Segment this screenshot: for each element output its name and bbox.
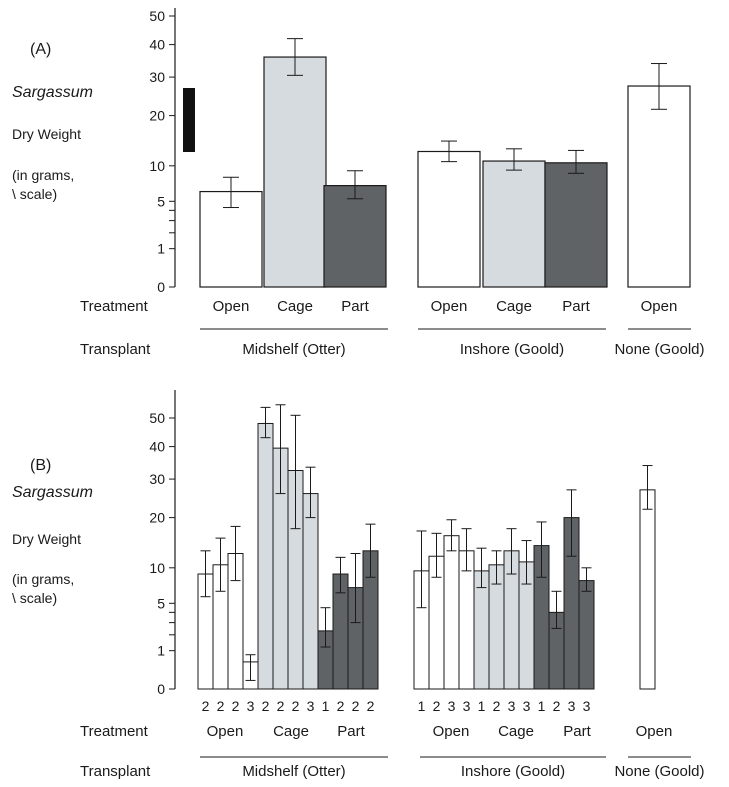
sample-size-label: 3 bbox=[523, 698, 531, 714]
y-tick-label: 20 bbox=[149, 510, 165, 526]
treatment-label: Part bbox=[563, 723, 591, 740]
y-axis-label-line: (in grams, bbox=[12, 167, 74, 183]
bar bbox=[473, 570, 490, 690]
sample-size-label: 2 bbox=[202, 698, 210, 714]
transplant-group-label: None (Goold) bbox=[614, 763, 704, 780]
transplant-group-label: Inshore (Goold) bbox=[461, 763, 565, 780]
treatment-label: Open bbox=[641, 298, 678, 315]
sample-size-label: 1 bbox=[538, 698, 546, 714]
transplant-group-label: Midshelf (Otter) bbox=[242, 341, 345, 358]
y-tick-label: 5 bbox=[157, 193, 165, 209]
sample-size-label: 2 bbox=[352, 698, 360, 714]
y-tick-label: 30 bbox=[149, 471, 165, 487]
sample-size-label: 3 bbox=[508, 698, 516, 714]
sample-size-label: 2 bbox=[292, 698, 300, 714]
y-axis-label-line: Dry Weight bbox=[12, 531, 81, 547]
y-tick-label: 30 bbox=[149, 69, 165, 85]
sample-size-label: 3 bbox=[583, 698, 591, 714]
panel-a: (A) Sargassum Dry Weight (in grams, \ scale)… bbox=[12, 8, 705, 358]
y-tick-label: 40 bbox=[149, 37, 165, 53]
bar bbox=[639, 489, 656, 690]
sample-size-label: 3 bbox=[568, 698, 576, 714]
y-tick-label: 10 bbox=[149, 560, 165, 576]
sample-size-label: 2 bbox=[553, 698, 561, 714]
treatment-label: Cage bbox=[277, 298, 313, 315]
panel-b: (B) Sargassum Dry Weight (in grams, \ scale)… bbox=[12, 390, 705, 780]
transplant-group-label: None (Goold) bbox=[614, 341, 704, 358]
treatment-label: Cage bbox=[496, 298, 532, 315]
y-axis-label-line: (in grams, bbox=[12, 571, 74, 587]
scale-bar bbox=[183, 88, 195, 152]
sample-size-label: 3 bbox=[307, 698, 315, 714]
treatment-label: Part bbox=[341, 298, 369, 315]
y-tick-label: 0 bbox=[157, 681, 165, 697]
sample-size-label: 1 bbox=[418, 698, 426, 714]
treatment-label: Open bbox=[213, 298, 250, 315]
sample-size-label: 1 bbox=[322, 698, 330, 714]
row-label-treatment: Treatment bbox=[80, 723, 149, 740]
bar bbox=[257, 422, 274, 690]
sample-size-label: 3 bbox=[463, 698, 471, 714]
y-tick-label: 50 bbox=[149, 8, 165, 24]
treatment-label: Cage bbox=[273, 723, 309, 740]
bar bbox=[443, 535, 460, 690]
y-tick-label: 5 bbox=[157, 595, 165, 611]
y-tick-label: 50 bbox=[149, 410, 165, 426]
bar bbox=[627, 85, 691, 288]
bar bbox=[323, 185, 387, 288]
y-tick-label: 0 bbox=[157, 279, 165, 295]
y-tick-label: 40 bbox=[149, 439, 165, 455]
treatment-label: Part bbox=[562, 298, 590, 315]
sample-size-label: 2 bbox=[262, 698, 270, 714]
treatment-label: Open bbox=[207, 723, 244, 740]
sample-size-label: 2 bbox=[232, 698, 240, 714]
bar bbox=[578, 580, 595, 690]
sample-size-label: 1 bbox=[478, 698, 486, 714]
y-axis-label-line: \ scale) bbox=[12, 186, 57, 202]
y-axis-label-line: Dry Weight bbox=[12, 126, 81, 142]
sample-size-label: 2 bbox=[277, 698, 285, 714]
treatment-label: Part bbox=[337, 723, 365, 740]
treatment-label: Open bbox=[433, 723, 470, 740]
sample-size-label: 2 bbox=[433, 698, 441, 714]
y-axis-label-line: \ scale) bbox=[12, 590, 57, 606]
y-axis-label-line: Sargassum bbox=[12, 84, 93, 101]
y-tick-label: 1 bbox=[157, 643, 165, 659]
bar bbox=[302, 493, 319, 690]
sample-size-label: 3 bbox=[247, 698, 255, 714]
sample-size-label: 2 bbox=[337, 698, 345, 714]
panel-label: (A) bbox=[30, 41, 51, 58]
row-label-transplant: Transplant bbox=[80, 763, 151, 780]
sample-size-label: 3 bbox=[448, 698, 456, 714]
y-axis-label-line: Sargassum bbox=[12, 484, 93, 501]
treatment-label: Cage bbox=[498, 723, 534, 740]
bar bbox=[417, 150, 481, 288]
y-tick-label: 10 bbox=[149, 158, 165, 174]
bar bbox=[458, 550, 475, 690]
transplant-group-label: Midshelf (Otter) bbox=[242, 763, 345, 780]
treatment-label: Open bbox=[431, 298, 468, 315]
bar bbox=[482, 160, 546, 288]
panel-label: (B) bbox=[30, 457, 51, 474]
treatment-label: Open bbox=[636, 723, 673, 740]
row-label-treatment: Treatment bbox=[80, 298, 149, 315]
y-tick-label: 20 bbox=[149, 108, 165, 124]
y-tick-label: 1 bbox=[157, 241, 165, 257]
transplant-group-label: Inshore (Goold) bbox=[460, 341, 564, 358]
bar bbox=[263, 56, 327, 288]
bar bbox=[544, 162, 608, 288]
sample-size-label: 2 bbox=[367, 698, 375, 714]
sample-size-label: 2 bbox=[493, 698, 501, 714]
sample-size-label: 2 bbox=[217, 698, 225, 714]
row-label-transplant: Transplant bbox=[80, 341, 151, 358]
